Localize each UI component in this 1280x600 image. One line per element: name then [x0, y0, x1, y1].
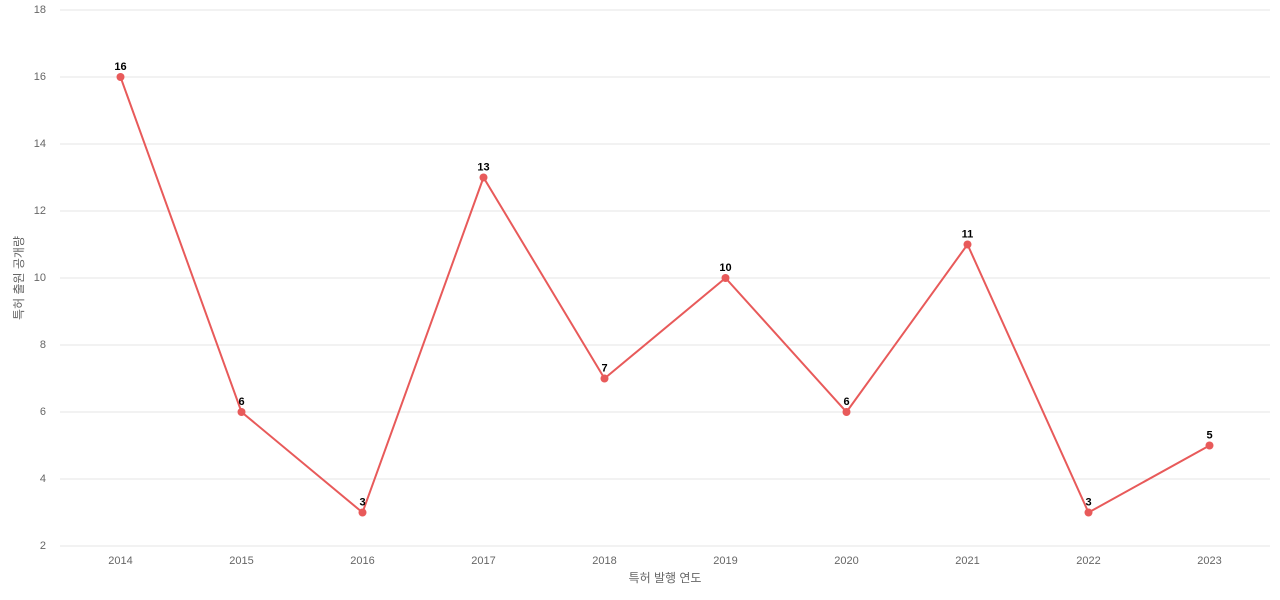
- y-tick-label: 16: [34, 71, 46, 83]
- x-tick-label: 2016: [350, 555, 374, 567]
- y-tick-label: 14: [34, 138, 46, 150]
- data-label: 11: [962, 228, 974, 240]
- point: [479, 173, 488, 182]
- x-tick-label: 2021: [955, 555, 979, 567]
- x-axis-title: 특허 발행 연도: [629, 570, 702, 585]
- data-label: 3: [1085, 496, 1091, 508]
- point: [600, 374, 609, 383]
- point: [358, 508, 367, 517]
- y-tick-label: 10: [34, 272, 46, 284]
- data-label: 6: [238, 396, 244, 408]
- y-tick-label: 18: [34, 4, 46, 16]
- point: [721, 274, 730, 282]
- x-tick-label: 2020: [834, 555, 858, 567]
- y-tick-label: 2: [40, 540, 46, 552]
- point: [963, 240, 972, 249]
- data-label: 13: [477, 161, 489, 173]
- point: [842, 408, 851, 416]
- data-label: 5: [1206, 429, 1212, 441]
- x-tick-label: 2023: [1197, 555, 1221, 567]
- data-label: 10: [719, 262, 731, 274]
- y-axis-title: 특허 출원 공개량: [12, 236, 26, 320]
- x-tick-label: 2014: [108, 555, 132, 567]
- y-tick-label: 8: [40, 339, 46, 351]
- data-label: 6: [843, 396, 849, 408]
- point: [116, 73, 125, 81]
- x-tick-label: 2015: [229, 555, 253, 567]
- point: [237, 408, 246, 416]
- x-tick-label: 2018: [592, 555, 616, 567]
- point: [1205, 441, 1214, 450]
- data-label: 16: [114, 61, 126, 73]
- data-label: 3: [359, 496, 365, 508]
- x-tick-label: 2019: [713, 555, 737, 567]
- y-tick-label: 12: [34, 205, 46, 217]
- y-tick-label: 6: [40, 406, 46, 418]
- line: [119, 76, 1210, 515]
- x-tick-label: 2022: [1076, 555, 1100, 567]
- y-tick-label: 4: [40, 473, 46, 485]
- point: [1084, 508, 1093, 517]
- data-label: 7: [601, 362, 607, 374]
- x-tick-label: 2017: [471, 555, 495, 567]
